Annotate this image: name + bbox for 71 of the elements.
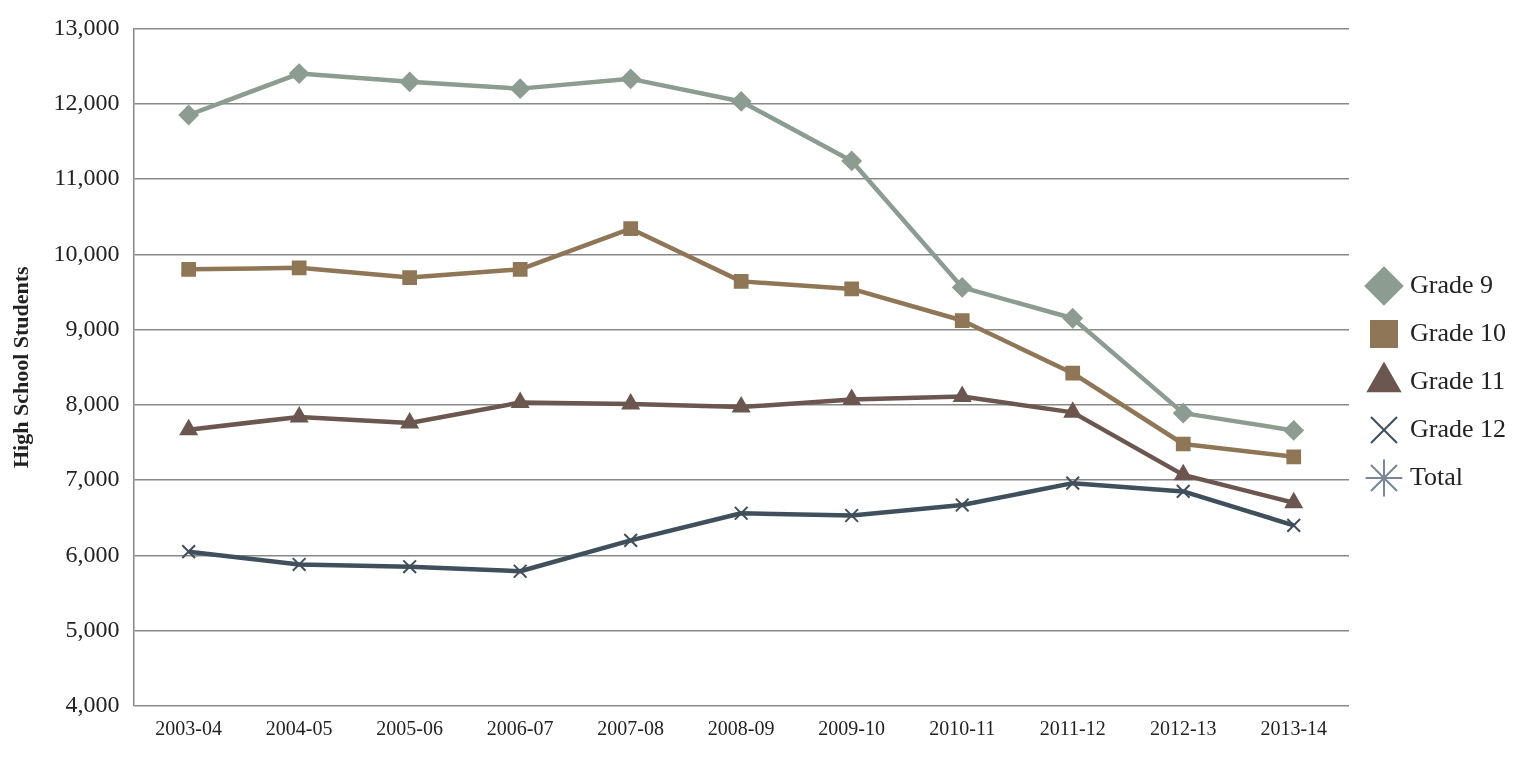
point: [731, 91, 752, 112]
point: [623, 221, 639, 237]
x-tick-label: 2006-07: [486, 717, 554, 740]
point: [844, 508, 860, 523]
x-tick-label: 2010-11: [929, 717, 996, 740]
y-tick-label: 13,000: [53, 13, 120, 40]
point: [181, 544, 197, 560]
x-tick-label: 2005-06: [376, 717, 444, 740]
x-tick-label: 2003-04: [155, 717, 222, 740]
point: [1174, 464, 1193, 481]
legend-label: Grade 12: [1409, 413, 1506, 443]
y-tick-label: 8,000: [65, 390, 120, 417]
point: [733, 505, 749, 521]
y-tick-label: 9,000: [65, 314, 120, 341]
point: [178, 104, 199, 125]
y-tick-label: 7,000: [65, 465, 120, 492]
point: [1065, 475, 1081, 491]
point: [1175, 436, 1191, 452]
point: [733, 274, 749, 289]
point: [841, 150, 862, 171]
point: [952, 277, 973, 298]
point: [290, 406, 308, 423]
point: [181, 261, 197, 277]
point: [510, 78, 531, 99]
y-tick-label: 6,000: [65, 540, 120, 567]
point: [402, 270, 418, 285]
point: [842, 389, 861, 406]
x-tick-label: 2012-13: [1149, 717, 1217, 740]
legend-label: Grade 10: [1409, 317, 1506, 347]
point: [511, 392, 529, 409]
x-tick-label: 2011-12: [1039, 717, 1106, 740]
y-tick-label: 4,000: [65, 691, 120, 718]
x-tick-label: 2004-05: [265, 717, 333, 740]
point: [1284, 492, 1303, 509]
point: [1063, 402, 1082, 418]
x-tick-label: 2008-09: [707, 717, 775, 740]
point: [512, 563, 528, 579]
point: [400, 412, 419, 429]
y-tick-label: 10,000: [53, 239, 120, 266]
point: [1175, 484, 1191, 499]
y-axis-title: High School Students: [7, 265, 33, 469]
point: [1065, 365, 1081, 381]
point: [623, 533, 639, 548]
point: [399, 71, 420, 92]
y-tick-label: 5,000: [65, 616, 120, 643]
legend-label: Total: [1409, 461, 1464, 491]
point: [844, 281, 860, 297]
legend-label: Grade 9: [1409, 269, 1493, 299]
point: [1283, 420, 1304, 441]
x-tick-label: 2009-10: [818, 717, 886, 740]
point: [289, 63, 310, 84]
point: [732, 397, 750, 413]
point: [1173, 403, 1194, 424]
point: [512, 261, 528, 277]
y-tick-label: 12,000: [53, 88, 120, 115]
point: [621, 394, 640, 410]
point: [291, 557, 307, 572]
point: [1062, 308, 1083, 329]
point: [954, 497, 970, 513]
x-tick-label: 2007-08: [597, 717, 665, 740]
point: [620, 68, 641, 89]
point: [953, 386, 971, 403]
legend-label: Grade 11: [1409, 365, 1506, 395]
x-tick-label: 2013-14: [1260, 717, 1328, 740]
point: [402, 559, 418, 575]
point: [1286, 449, 1302, 465]
point: [291, 260, 307, 276]
point: [179, 419, 198, 436]
point: [954, 313, 970, 328]
y-tick-label: 11,000: [54, 164, 120, 191]
point: [1286, 517, 1302, 533]
